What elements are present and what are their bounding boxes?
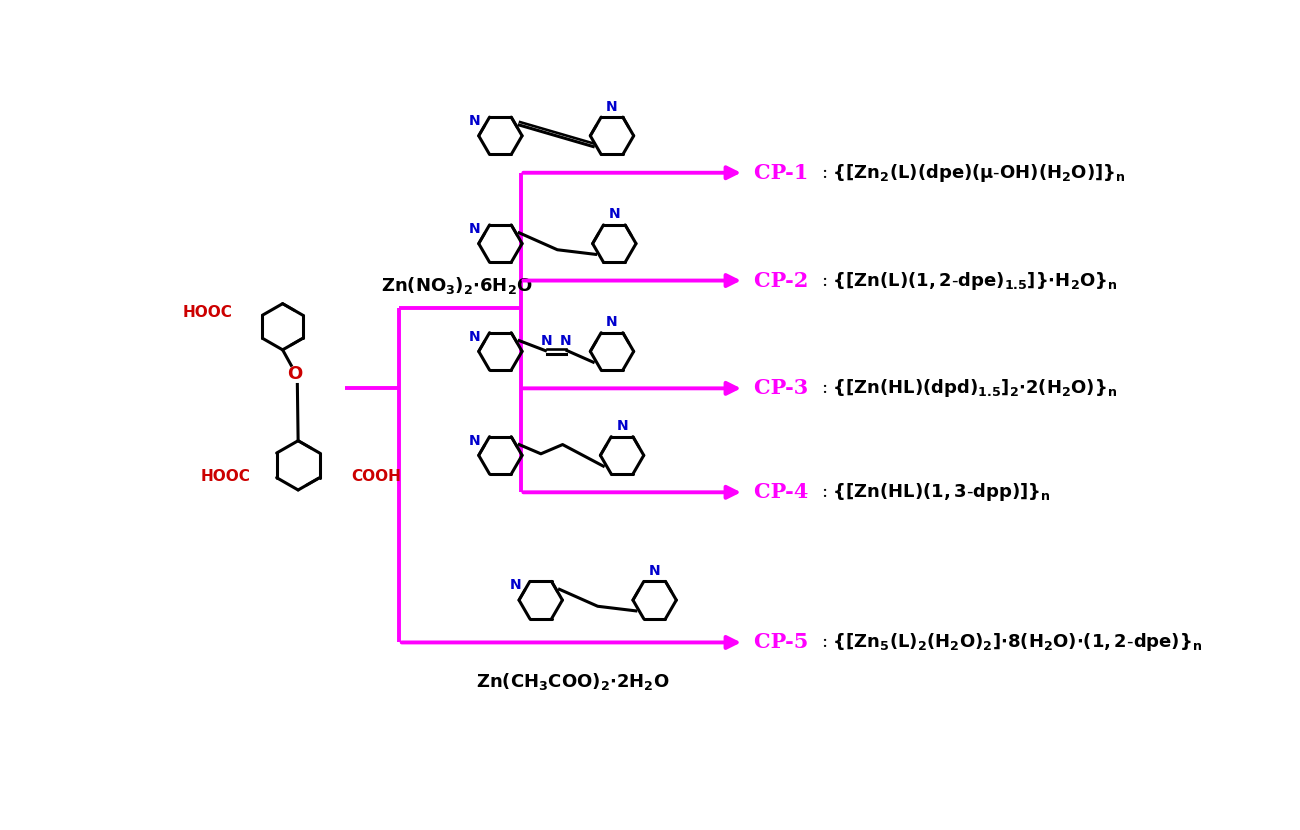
Text: N: N	[606, 100, 618, 114]
Text: : $\mathbf{\{[Zn(HL)(1,3\text{-}dpp)]\}_n}$: : $\mathbf{\{[Zn(HL)(1,3\text{-}dpp)]\}_…	[822, 481, 1052, 503]
Text: CP-4: CP-4	[754, 482, 815, 502]
Text: O: O	[286, 365, 302, 383]
Text: N: N	[649, 564, 660, 578]
Text: N: N	[606, 315, 618, 330]
Text: : $\mathbf{\{[Zn(HL)(dpd)_{1.5}]_2{\cdot}2(H_2O)\}_n}$: : $\mathbf{\{[Zn(HL)(dpd)_{1.5}]_2{\cdot…	[822, 378, 1117, 399]
Text: HOOC: HOOC	[182, 305, 233, 320]
Text: N: N	[616, 419, 628, 433]
Text: CP-5: CP-5	[754, 632, 815, 652]
Text: CP-3: CP-3	[754, 378, 815, 398]
Text: N: N	[560, 334, 571, 348]
Text: CP-1: CP-1	[754, 163, 815, 183]
Text: N: N	[541, 334, 552, 348]
Text: N: N	[469, 115, 481, 128]
Text: : $\mathbf{\{[Zn_5(L)_2(H_2O)_2]{\cdot}8(H_2O){\cdot}(1,2\text{-}dpe)\}_n}$: : $\mathbf{\{[Zn_5(L)_2(H_2O)_2]{\cdot}8…	[822, 632, 1202, 653]
Text: N: N	[608, 208, 620, 222]
Text: : $\mathbf{\{[Zn(L)(1,2\text{-}dpe)_{1.5}]\}{\cdot}H_2O\}_n}$: : $\mathbf{\{[Zn(L)(1,2\text{-}dpe)_{1.5…	[822, 270, 1118, 291]
Text: $\mathbf{Zn(CH_3COO)_2{\cdot}2H_2O}$: $\mathbf{Zn(CH_3COO)_2{\cdot}2H_2O}$	[477, 671, 670, 692]
Text: HOOC: HOOC	[200, 470, 250, 485]
Text: N: N	[469, 330, 481, 344]
Text: CP-2: CP-2	[754, 271, 815, 290]
Text: COOH: COOH	[351, 470, 400, 485]
Text: : $\mathbf{\{[Zn_2(L)(dpe)(\mu\text{-}OH)(H_2O)]\}_n}$: : $\mathbf{\{[Zn_2(L)(dpe)(\mu\text{-}OH…	[822, 162, 1126, 183]
Text: N: N	[469, 434, 481, 447]
Text: $\mathbf{Zn(NO_3)_2{\cdot}6H_2O}$: $\mathbf{Zn(NO_3)_2{\cdot}6H_2O}$	[381, 275, 533, 296]
Text: N: N	[469, 222, 481, 236]
Text: N: N	[510, 579, 521, 593]
